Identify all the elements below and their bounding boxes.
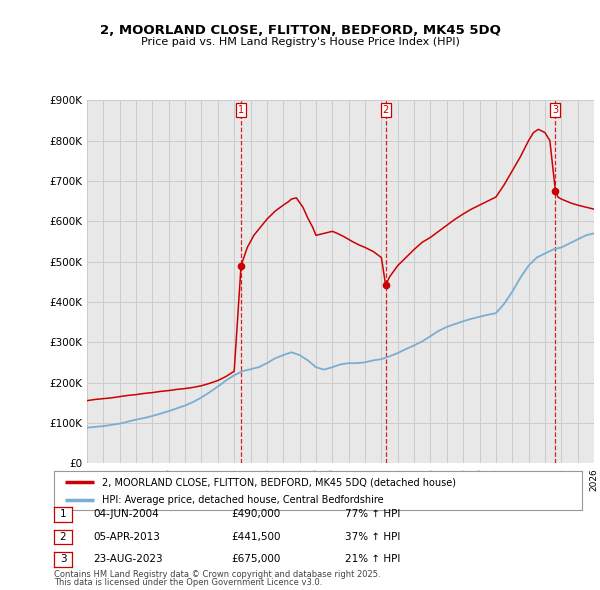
Text: Contains HM Land Registry data © Crown copyright and database right 2025.: Contains HM Land Registry data © Crown c…	[54, 571, 380, 579]
Text: £490,000: £490,000	[231, 510, 280, 519]
Text: 1: 1	[238, 106, 244, 116]
Text: 37% ↑ HPI: 37% ↑ HPI	[345, 532, 400, 542]
Text: 3: 3	[59, 555, 67, 564]
Text: 2: 2	[59, 532, 67, 542]
Text: 2: 2	[383, 106, 389, 116]
Text: 23-AUG-2023: 23-AUG-2023	[93, 555, 163, 564]
Text: 3: 3	[553, 106, 559, 116]
Text: HPI: Average price, detached house, Central Bedfordshire: HPI: Average price, detached house, Cent…	[101, 495, 383, 505]
Text: £441,500: £441,500	[231, 532, 281, 542]
Text: This data is licensed under the Open Government Licence v3.0.: This data is licensed under the Open Gov…	[54, 578, 322, 587]
Text: 04-JUN-2004: 04-JUN-2004	[93, 510, 159, 519]
Text: 2, MOORLAND CLOSE, FLITTON, BEDFORD, MK45 5DQ: 2, MOORLAND CLOSE, FLITTON, BEDFORD, MK4…	[100, 24, 500, 37]
Text: 05-APR-2013: 05-APR-2013	[93, 532, 160, 542]
Text: 2, MOORLAND CLOSE, FLITTON, BEDFORD, MK45 5DQ (detached house): 2, MOORLAND CLOSE, FLITTON, BEDFORD, MK4…	[101, 477, 455, 487]
Text: 77% ↑ HPI: 77% ↑ HPI	[345, 510, 400, 519]
Text: 1: 1	[59, 510, 67, 519]
Text: 21% ↑ HPI: 21% ↑ HPI	[345, 555, 400, 564]
Text: £675,000: £675,000	[231, 555, 280, 564]
Text: Price paid vs. HM Land Registry's House Price Index (HPI): Price paid vs. HM Land Registry's House …	[140, 38, 460, 47]
